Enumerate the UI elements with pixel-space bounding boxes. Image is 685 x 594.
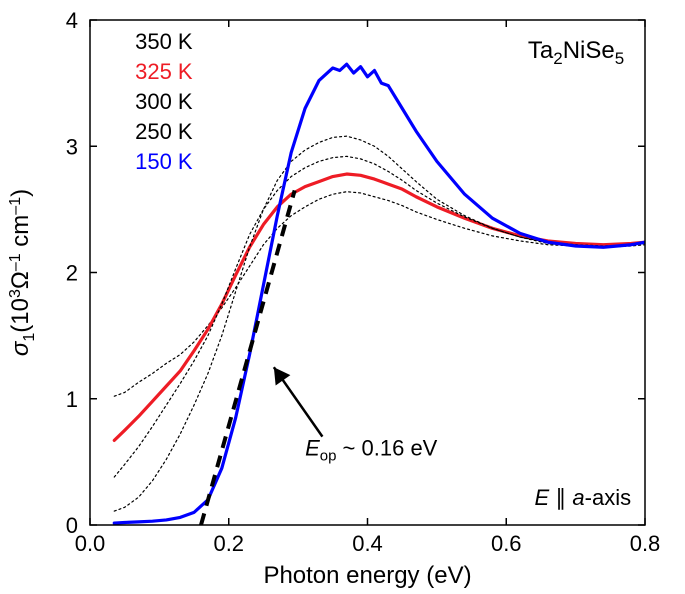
x-tick-label: 0.6 [491,531,522,556]
x-axis-label: Photon energy (eV) [263,562,471,589]
y-tick-label: 1 [66,387,78,412]
x-tick-label: 0.8 [630,531,661,556]
y-axis-label: σ1(103Ω–1 cm–1) [7,189,38,356]
legend-item: 250 K [135,119,193,144]
x-tick-label: 0.2 [213,531,244,556]
chart-svg: 0.0 0.2 0.4 0.6 0.8 0 1 2 3 4 Photon energy (eV) σ1… [0,0,685,594]
legend-item: 150 K [135,149,193,174]
legend-item: 325 K [135,59,193,84]
legend-item: 300 K [135,89,193,114]
x-tick-label: 0.0 [75,531,106,556]
compound-label: Ta2NiSe5 [528,37,624,68]
y-tick-label: 4 [66,8,78,33]
y-tick-label: 2 [66,261,78,286]
y-tick-label: 3 [66,134,78,159]
chart-container: 0.0 0.2 0.4 0.6 0.8 0 1 2 3 4 Photon energy (eV) σ1… [0,0,685,594]
legend-item: 350 K [135,29,193,54]
x-tick-label: 0.4 [352,531,383,556]
polarization-label: E ∥ a-axis [535,485,632,510]
y-tick-label: 0 [66,513,78,538]
